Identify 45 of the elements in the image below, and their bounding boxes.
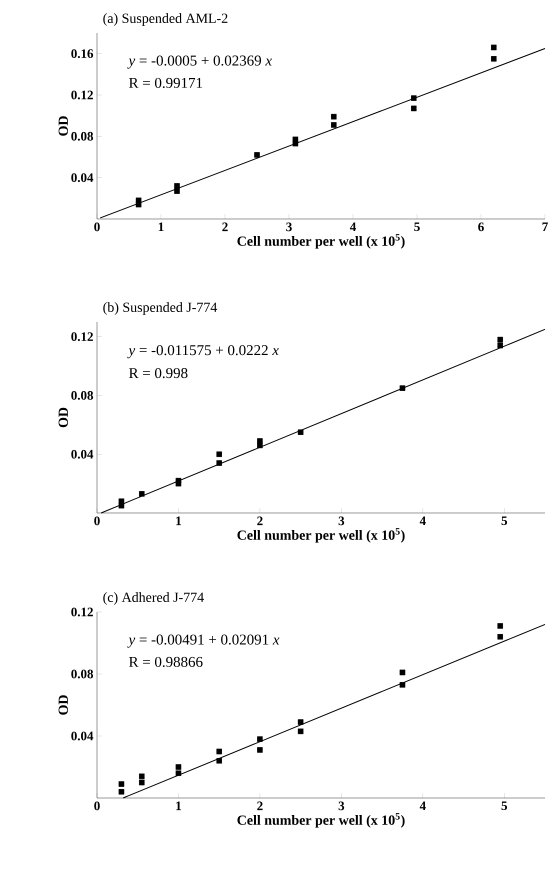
chart-title: (c) Adhered J-774 xyxy=(103,592,204,605)
annotation: y = -0.0005 + 0.02369 x xyxy=(127,56,272,69)
x-axis-title: Cell number per well (x 10$^{5}$) xyxy=(237,813,405,828)
y-axis-title: OD xyxy=(58,116,68,136)
x-tick-label: 1 xyxy=(176,516,182,526)
y-tick-label: 0.08 xyxy=(71,670,94,678)
y-axis-title: OD xyxy=(58,408,68,428)
y-axis-title: OD xyxy=(58,695,68,715)
x-tick-label: 7 xyxy=(542,222,548,231)
y-tick-label: 0.08 xyxy=(71,132,94,141)
x-tick-label: 2 xyxy=(257,802,263,810)
y-tick-label: 0.04 xyxy=(71,173,94,182)
annotation: R = 0.98866 xyxy=(129,656,203,667)
y-tick-label: 0.12 xyxy=(71,332,93,342)
y-tick-label: 0.12 xyxy=(71,608,93,616)
chart-title: (b) Suspended J-774 xyxy=(103,302,218,315)
annotation: R = 0.998 xyxy=(129,368,188,378)
x-tick-label: 4 xyxy=(420,802,426,810)
x-tick-label: 3 xyxy=(286,222,292,232)
x-tick-label: 4 xyxy=(350,222,356,232)
x-tick-label: 0 xyxy=(94,802,100,810)
x-tick-label: 2 xyxy=(222,222,228,232)
x-axis-title: Cell number per well (x 10$^{5}$) xyxy=(237,234,405,249)
x-tick-label: 5 xyxy=(502,802,508,810)
x-tick-label: 2 xyxy=(257,516,263,526)
annotation: y = -0.00491 + 0.02091 x xyxy=(127,634,280,648)
x-tick-label: 3 xyxy=(338,516,344,526)
x-tick-label: 0 xyxy=(94,222,100,232)
y-tick-label: 0.12 xyxy=(71,90,93,100)
chart-title: (a) Suspended AML-2 xyxy=(103,13,228,26)
y-tick-label: 0.04 xyxy=(71,450,94,459)
y-tick-label: 0.08 xyxy=(71,391,94,400)
y-tick-label: 0.04 xyxy=(71,732,94,740)
annotation: y = -0.011575 + 0.0222 x xyxy=(127,345,279,358)
x-tick-label: 1 xyxy=(158,222,164,232)
x-tick-label: 1 xyxy=(176,802,182,810)
x-tick-label: 5 xyxy=(414,222,420,232)
x-tick-label: 5 xyxy=(502,516,508,526)
x-tick-label: 0 xyxy=(94,516,100,526)
annotation: R = 0.99171 xyxy=(129,78,202,88)
x-tick-label: 3 xyxy=(338,802,344,810)
x-axis-title: Cell number per well (x 10$^{5}$) xyxy=(237,528,405,543)
y-tick-label: 0.16 xyxy=(71,49,94,58)
x-tick-label: 6 xyxy=(478,222,484,232)
x-tick-label: 4 xyxy=(420,516,426,526)
